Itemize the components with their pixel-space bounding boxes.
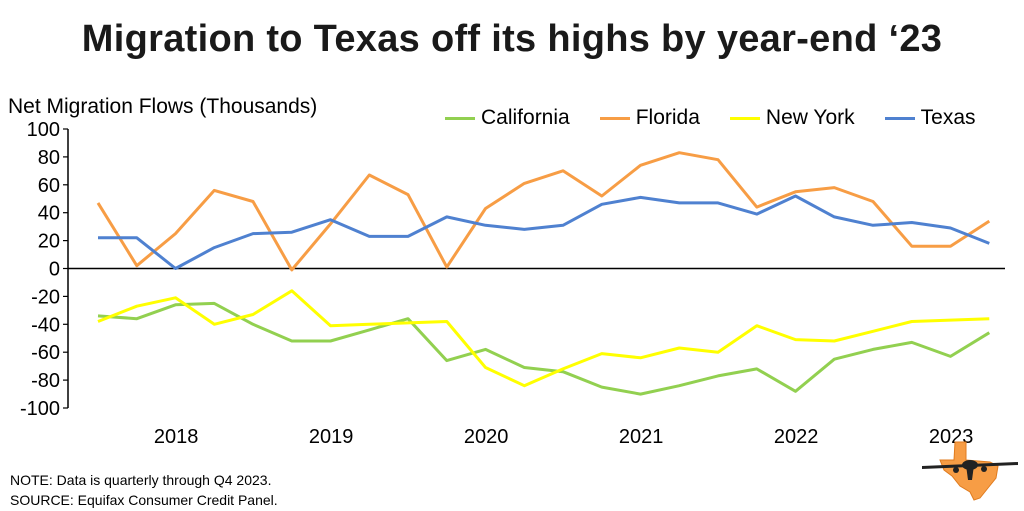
y-tick-label: 0 — [49, 259, 60, 281]
legend-swatch-california — [445, 116, 475, 120]
x-year-label: 2018 — [154, 426, 199, 448]
x-year-label: 2021 — [619, 426, 664, 448]
series-line-new-york — [97, 289, 990, 388]
x-year-label: 2022 — [774, 426, 819, 448]
texas-airplane-logo-icon — [922, 441, 1018, 501]
series-line-texas — [98, 194, 990, 270]
legend-label-florida: Florida — [635, 106, 700, 129]
y-tick-label: 100 — [27, 119, 60, 141]
legend-item-florida: Florida — [599, 106, 700, 130]
series-line-florida — [96, 151, 991, 272]
y-tick-label: -80 — [31, 370, 60, 392]
legend-swatch-texas — [884, 116, 915, 120]
y-axis-label: Net Migration Flows (Thousands) — [8, 95, 318, 118]
legend-label-new-york: New York — [765, 106, 855, 129]
y-tick-label: -60 — [31, 342, 60, 364]
y-tick-label: 40 — [38, 203, 60, 225]
y-tick-label: 80 — [38, 147, 60, 169]
y-tick-label: 20 — [38, 231, 60, 253]
legend-swatch-florida — [599, 116, 630, 120]
legend-item-new-york: New York — [729, 106, 855, 130]
legend-swatch-new-york — [729, 116, 760, 120]
legend-label-california: California — [481, 106, 570, 129]
chart-legend: California Florida New York Texas — [445, 106, 1006, 130]
series-line-california — [97, 301, 991, 396]
x-year-label: 2020 — [464, 426, 509, 448]
y-tick-label: -100 — [20, 398, 60, 420]
footnote-note: NOTE: Data is quarterly through Q4 2023. — [10, 472, 272, 488]
y-tick-label: -40 — [31, 314, 60, 336]
y-tick-label: -20 — [31, 286, 60, 308]
x-year-label: 2019 — [309, 426, 354, 448]
legend-label-texas: Texas — [920, 106, 976, 129]
legend-item-california: California — [445, 106, 570, 130]
legend-item-texas: Texas — [884, 106, 976, 130]
chart-title: Migration to Texas off its highs by year… — [81, 18, 943, 60]
y-tick-label: 60 — [38, 175, 60, 197]
footnote-source: SOURCE: Equifax Consumer Credit Panel. — [10, 492, 278, 508]
